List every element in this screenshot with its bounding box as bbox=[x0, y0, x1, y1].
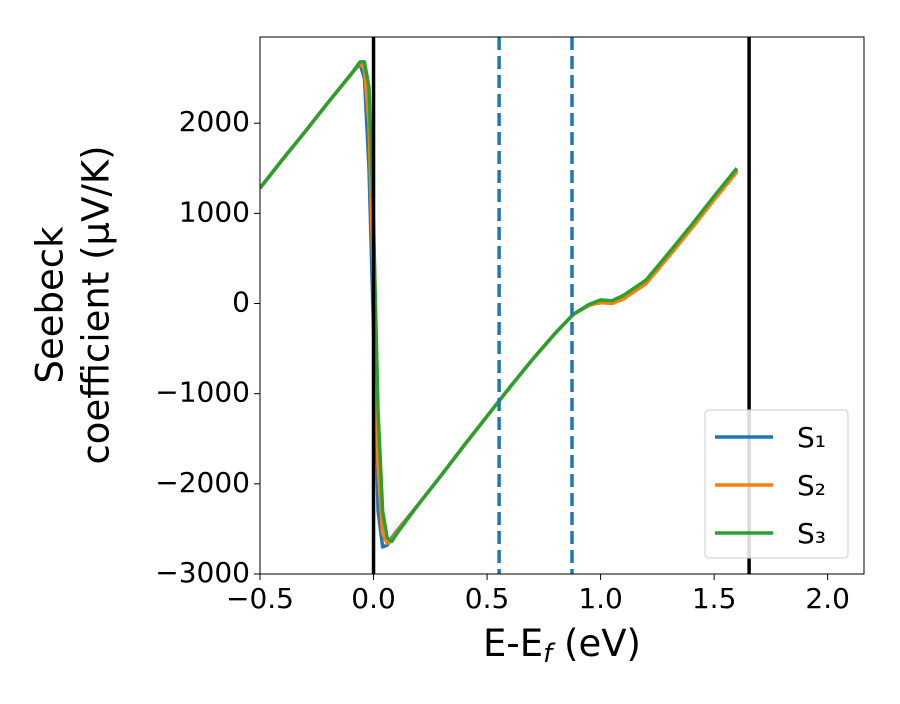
x-tick-label: 1.5 bbox=[692, 582, 737, 615]
y-tick-label: −2000 bbox=[155, 466, 250, 499]
legend-label: S₁ bbox=[797, 421, 826, 454]
legend-label: S₃ bbox=[797, 517, 826, 550]
y-tick-label: 2000 bbox=[179, 105, 250, 138]
y-axis-label: coefficient (μV/K) bbox=[75, 145, 118, 464]
x-tick-label: −0.5 bbox=[226, 582, 294, 615]
axes-frame bbox=[259, 36, 865, 575]
x-tick-label: 0.5 bbox=[465, 582, 510, 615]
y-tick-label: 1000 bbox=[179, 195, 250, 228]
legend-box bbox=[704, 409, 849, 559]
x-tick-label: 2.0 bbox=[805, 582, 850, 615]
x-label-rest: (eV) bbox=[552, 622, 641, 665]
x-label-main: E-E bbox=[483, 622, 543, 665]
x-tick-label: 1.0 bbox=[578, 582, 623, 615]
y-tick-label: −3000 bbox=[155, 556, 250, 589]
y-tick-label: −1000 bbox=[155, 376, 250, 409]
x-tick-label: 0.0 bbox=[351, 582, 396, 615]
y-tick-label: 0 bbox=[232, 286, 250, 319]
legend-label: S₂ bbox=[797, 469, 826, 502]
y-axis-label: Seebeck bbox=[29, 226, 72, 384]
series-line bbox=[260, 60, 739, 544]
x-axis-label: E-Ef (eV) bbox=[483, 622, 641, 669]
plot-area bbox=[260, 37, 751, 574]
